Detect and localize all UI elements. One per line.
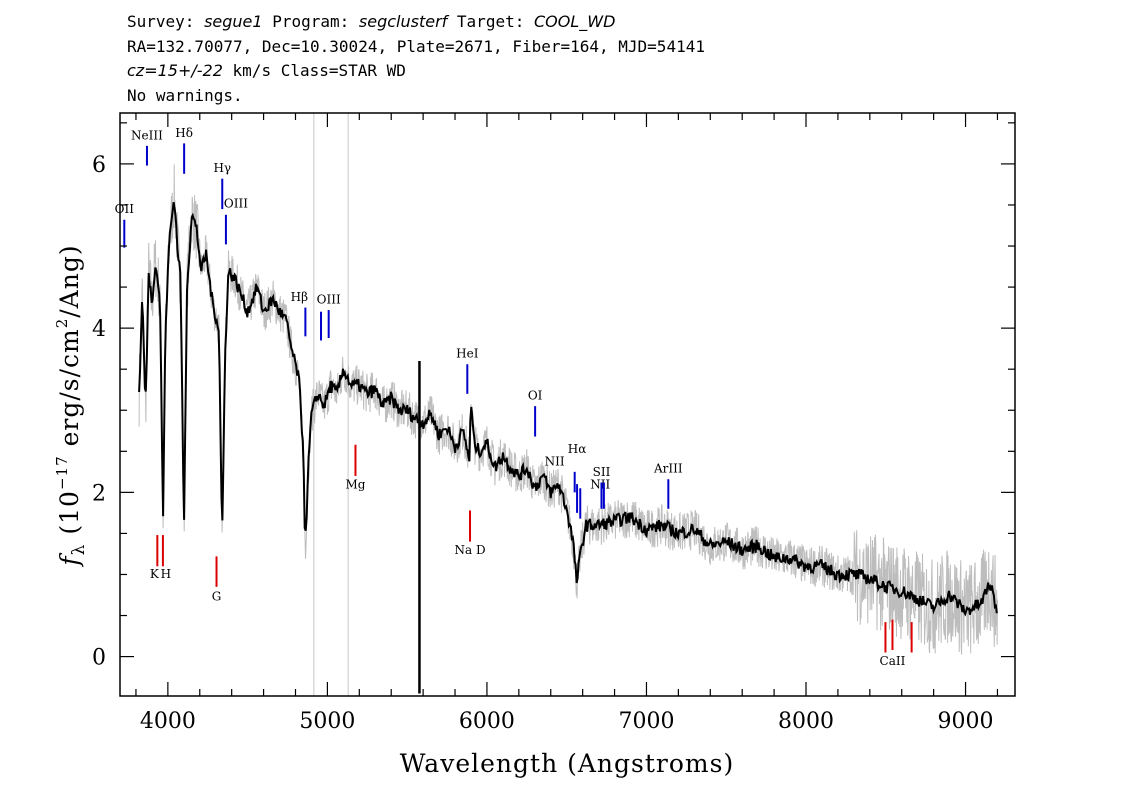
line-label: K	[150, 567, 160, 581]
y-tick-label: 4	[92, 317, 106, 342]
line-label: Hβ	[291, 290, 308, 304]
line-label: OII	[115, 202, 135, 216]
x-tick-label: 6000	[459, 709, 515, 734]
line-label: NII	[590, 477, 610, 491]
axis-ticks: 4000 5000 6000 7000 8000 9000 0 2 4 6	[92, 113, 1015, 734]
line-label: ArIII	[653, 462, 683, 476]
x-axis-label: Wavelength (Angstroms)	[400, 749, 734, 778]
y-axis-label: fλ (10−17 erg/s/cm2/Ang)	[53, 244, 89, 567]
smoothed-flux-series	[138, 202, 998, 694]
line-label: H	[161, 567, 171, 581]
line-label: Mg	[345, 477, 365, 491]
header-line-survey: Survey: segue1 Program: segclusterf Targ…	[127, 12, 616, 31]
y-tick-label: 2	[92, 481, 106, 506]
line-label: HeI	[456, 347, 479, 361]
survey-value: segue1	[204, 12, 263, 31]
line-label: Hδ	[175, 126, 193, 140]
y-tick-label: 6	[92, 153, 106, 178]
y-tick-label: 0	[92, 646, 106, 671]
program-value: segclusterf	[358, 12, 448, 31]
header-line-warnings: No warnings.	[127, 86, 243, 105]
line-label: Hγ	[213, 161, 231, 175]
line-label: Na D	[454, 543, 485, 557]
line-label: SII	[593, 465, 611, 479]
line-label: NeIII	[131, 128, 163, 142]
x-tick-label: 8000	[778, 709, 834, 734]
line-label: Hα	[568, 442, 587, 456]
line-label: OIII	[224, 196, 248, 210]
plot-frame	[119, 112, 1016, 697]
cz-value: 15+/-22	[157, 61, 223, 80]
target-value: COOL_WD	[533, 12, 616, 31]
line-label: OI	[528, 389, 543, 403]
noisy-flux-series	[138, 164, 998, 655]
x-tick-label: 9000	[938, 709, 994, 734]
x-tick-label: 7000	[618, 709, 674, 734]
line-label: G	[212, 590, 222, 604]
line-label: NII	[545, 454, 565, 468]
line-label: CaII	[880, 654, 906, 668]
header-line-redshift: cz=15+/-22 km/s Class=STAR WD	[127, 61, 406, 80]
x-tick-label: 4000	[140, 709, 196, 734]
line-label: OIII	[317, 293, 341, 307]
smoothed-flux-line	[138, 202, 998, 617]
header-line-coordinates: RA=132.70077, Dec=10.30024, Plate=2671, …	[127, 37, 705, 56]
noisy-flux-line	[138, 164, 998, 655]
x-tick-label: 5000	[299, 709, 355, 734]
